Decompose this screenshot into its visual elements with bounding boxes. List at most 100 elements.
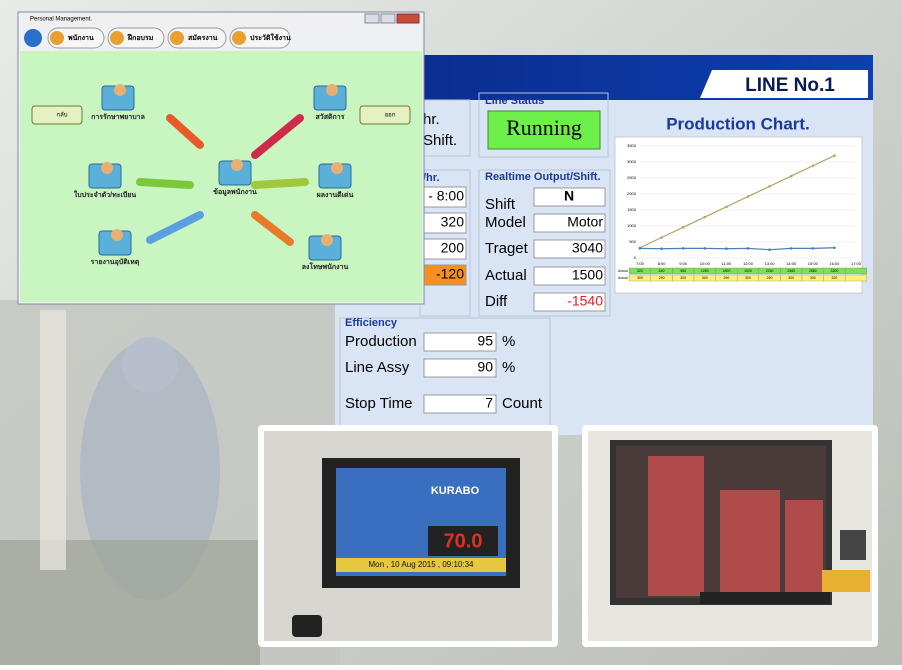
- toolbar-button[interactable]: [47, 27, 105, 49]
- x-tick-label: 11:00: [722, 261, 732, 266]
- group-box: [478, 92, 609, 158]
- point: [703, 215, 707, 219]
- side-button[interactable]: [31, 105, 83, 125]
- node-person: [326, 84, 338, 96]
- label: Shift.: [423, 132, 457, 149]
- y-tick-label: 1500: [627, 207, 637, 212]
- unit: %: [502, 333, 515, 350]
- table-cell: [845, 267, 867, 275]
- toolbar-button[interactable]: [229, 27, 291, 49]
- point: [660, 236, 663, 239]
- value: 320: [441, 214, 465, 230]
- label: Diff: [485, 293, 508, 310]
- field: [423, 332, 497, 352]
- table-value: 1600: [723, 269, 731, 273]
- toolbar-label: พนักงาน: [68, 34, 94, 42]
- value: 200: [441, 240, 465, 256]
- arrow: [251, 178, 309, 189]
- home-button[interactable]: [24, 29, 42, 47]
- minimize[interactable]: [364, 13, 380, 24]
- field: [533, 266, 606, 286]
- worker: [122, 337, 178, 393]
- point: [811, 247, 815, 250]
- value: 0 - 8:00: [417, 188, 465, 204]
- side-button[interactable]: [359, 105, 411, 125]
- table-value: 960: [680, 269, 686, 273]
- display: [428, 526, 498, 556]
- label: /hr.: [423, 172, 440, 184]
- point: [681, 247, 685, 250]
- value: 3040: [572, 240, 603, 256]
- value: -120: [436, 266, 464, 282]
- table-value: 260: [767, 276, 773, 280]
- side-button-label: ออก: [385, 113, 396, 119]
- datetime: Mon , 10 Aug 2015 , 09:10:34: [369, 560, 475, 569]
- value: Motor: [567, 214, 603, 230]
- side-button-label: กลับ: [56, 112, 67, 119]
- toolbar-label: ฝึกอบรม: [126, 33, 153, 42]
- node-label: ผลงานดีเด่น: [317, 191, 354, 199]
- table-cell: [845, 274, 867, 282]
- table-value: 300: [745, 276, 751, 280]
- brand: KURABO: [431, 485, 480, 497]
- toolbar-icon: [50, 31, 64, 45]
- box: [822, 570, 870, 592]
- table-value: 1920: [744, 269, 752, 273]
- node-person: [331, 162, 343, 174]
- table-value: 2880: [809, 269, 817, 273]
- node-person: [321, 234, 333, 246]
- table-value: 300: [702, 276, 708, 280]
- table-value: 290: [723, 276, 729, 280]
- value: 7: [485, 395, 493, 411]
- node-label: ลงโทษพนักงาน: [302, 262, 349, 271]
- label: Production: [345, 333, 417, 350]
- point: [703, 247, 707, 250]
- x-tick-label: 7:00: [636, 261, 645, 266]
- date-bar: [336, 558, 506, 572]
- header-tab: [700, 70, 868, 98]
- arrow: [166, 114, 204, 149]
- keyboard: [700, 592, 830, 604]
- worker: [80, 340, 220, 600]
- toolbar-button[interactable]: [107, 27, 165, 49]
- point: [789, 247, 793, 250]
- toolbar-icon: [170, 31, 184, 45]
- field: [533, 213, 606, 233]
- label: Shift: [485, 196, 516, 213]
- label: Efficiency: [345, 317, 398, 329]
- device: [292, 615, 322, 637]
- y-tick-label: 2500: [627, 175, 637, 180]
- unit: %: [502, 359, 515, 376]
- table-value: 300: [788, 276, 794, 280]
- x-tick-label: 15:00: [808, 261, 819, 266]
- node-label: รายงานอุบัติเหตุ: [91, 258, 140, 266]
- table-value: 3200: [831, 269, 839, 273]
- chart-title: Production Chart.: [666, 114, 810, 133]
- machine: [0, 540, 260, 665]
- window-title: Personal Management.: [30, 17, 92, 23]
- table-value: 320: [637, 269, 643, 273]
- line-panel: LINE No.1 hr. Shift. Line Status Running…: [335, 55, 873, 435]
- status-box: [487, 110, 601, 150]
- node-person: [101, 162, 113, 174]
- x-tick-label: 16:00: [829, 261, 840, 266]
- point: [725, 247, 728, 251]
- toolbar-icon: [110, 31, 124, 45]
- table-value: 300: [680, 276, 686, 280]
- arrow: [136, 178, 194, 189]
- field: [533, 239, 606, 259]
- screen-grid: [720, 490, 780, 596]
- y-tick-label: 3500: [627, 143, 637, 148]
- series-line: [639, 155, 835, 249]
- maximize[interactable]: [380, 13, 396, 24]
- label: Realtime Output/Shift.: [485, 171, 601, 183]
- status: Running: [506, 115, 582, 140]
- x-tick-label: 14:00: [786, 261, 797, 266]
- label: Model: [485, 214, 526, 231]
- node-label: ใบประจำตัว/ทะเบียน: [74, 190, 137, 199]
- close[interactable]: [396, 13, 420, 24]
- toolbar-button[interactable]: [167, 27, 227, 49]
- x-tick-label: 12:00: [743, 261, 754, 266]
- chart-box: [614, 136, 863, 294]
